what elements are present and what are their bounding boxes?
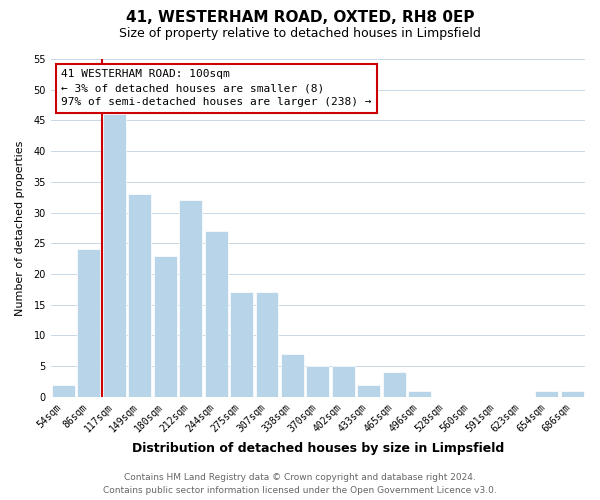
Bar <box>103 114 126 397</box>
Bar <box>154 256 176 397</box>
Text: Contains HM Land Registry data © Crown copyright and database right 2024.
Contai: Contains HM Land Registry data © Crown c… <box>103 474 497 495</box>
Bar <box>561 390 584 397</box>
Bar <box>307 366 329 397</box>
Bar <box>408 390 431 397</box>
Bar <box>383 372 406 397</box>
Bar <box>128 194 151 397</box>
X-axis label: Distribution of detached houses by size in Limpsfield: Distribution of detached houses by size … <box>132 442 504 455</box>
Bar <box>357 384 380 397</box>
Bar <box>77 250 100 397</box>
Bar <box>332 366 355 397</box>
Bar <box>179 200 202 397</box>
Text: 41, WESTERHAM ROAD, OXTED, RH8 0EP: 41, WESTERHAM ROAD, OXTED, RH8 0EP <box>126 10 474 25</box>
Bar <box>52 384 75 397</box>
Bar <box>281 354 304 397</box>
Bar <box>535 390 558 397</box>
Bar <box>205 231 227 397</box>
Bar <box>256 292 278 397</box>
Text: 41 WESTERHAM ROAD: 100sqm
← 3% of detached houses are smaller (8)
97% of semi-de: 41 WESTERHAM ROAD: 100sqm ← 3% of detach… <box>61 69 372 107</box>
Y-axis label: Number of detached properties: Number of detached properties <box>15 140 25 316</box>
Bar <box>230 292 253 397</box>
Text: Size of property relative to detached houses in Limpsfield: Size of property relative to detached ho… <box>119 28 481 40</box>
